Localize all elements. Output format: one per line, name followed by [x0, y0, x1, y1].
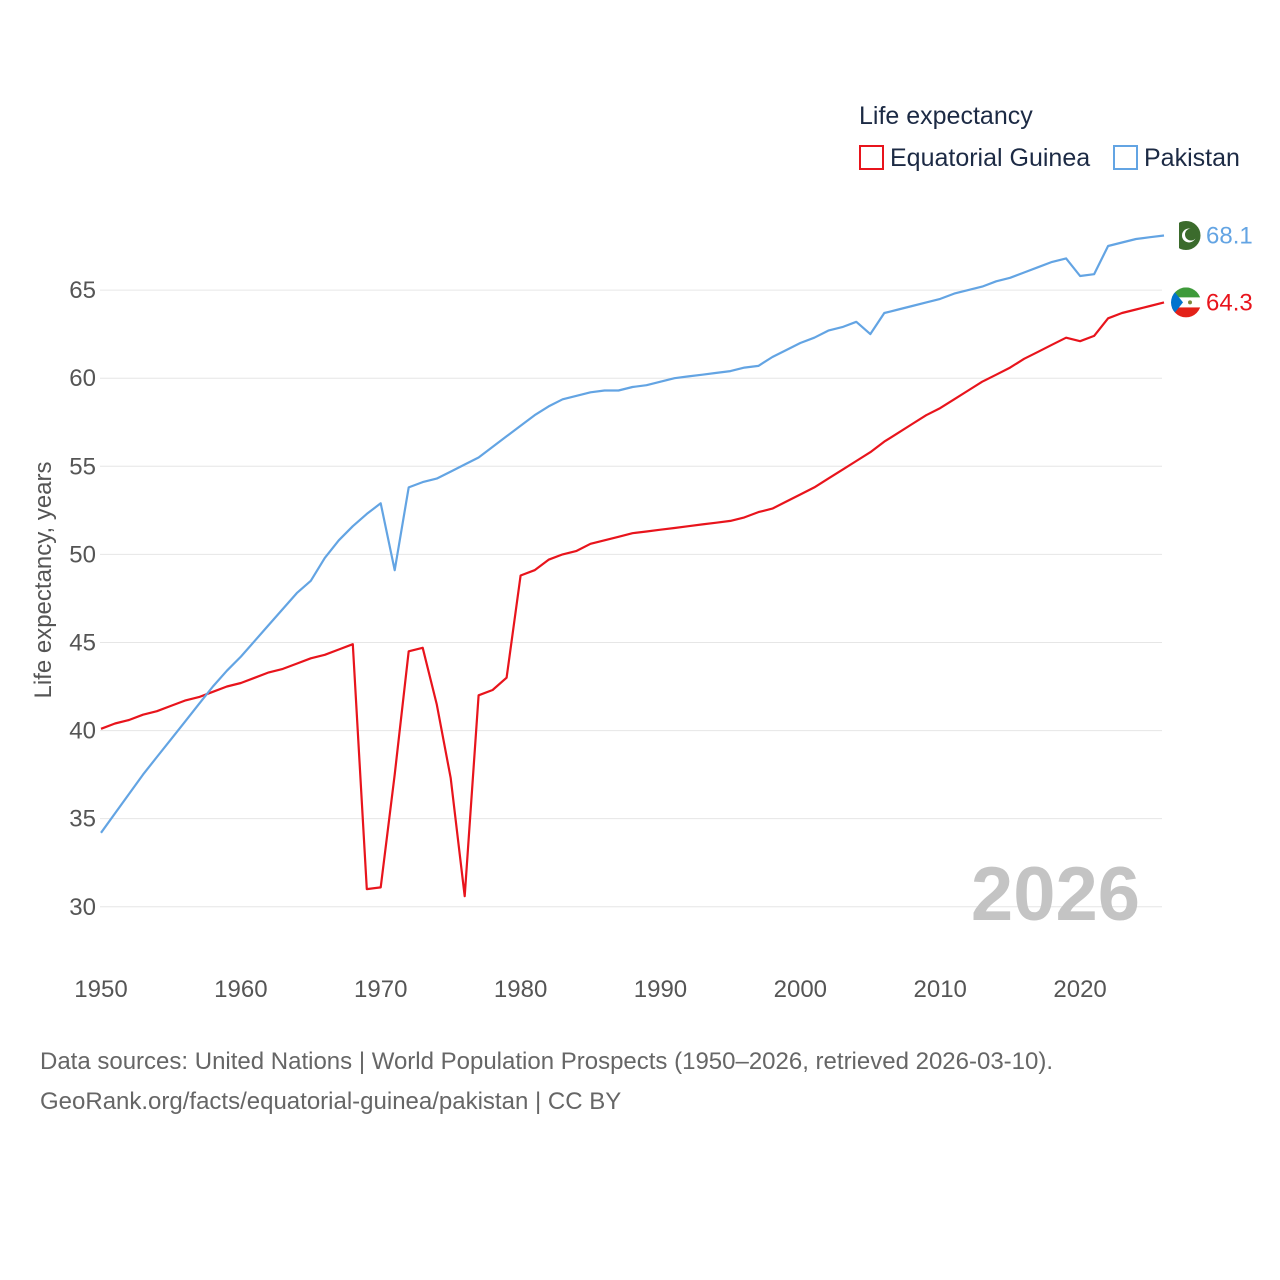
y-tick-label: 45: [69, 629, 96, 656]
x-axis-tick-labels: 1950 1960 1970 1980 1990 2000 2010 2020: [74, 976, 1106, 1003]
x-tick-label: 2010: [914, 976, 967, 1003]
pakistan-flag-marker: [1170, 219, 1202, 251]
y-tick-label: 55: [69, 453, 96, 480]
x-tick-label: 1990: [634, 976, 687, 1003]
legend: Life expectancy Equatorial Guinea Pakist…: [859, 102, 1240, 172]
legend-label-pakistan[interactable]: Pakistan: [1144, 144, 1240, 172]
x-tick-label: 1980: [494, 976, 547, 1003]
series-line-pakistan[interactable]: [100, 234, 1165, 834]
gridlines: [100, 289, 1162, 908]
y-axis-ticks: 30 35 40 45 50 55 60 65: [69, 277, 96, 921]
legend-swatch-equatorial-guinea[interactable]: [859, 145, 884, 170]
x-tick-label: 1950: [74, 976, 127, 1003]
series-lines: [100, 234, 1165, 898]
legend-label-equatorial-guinea[interactable]: Equatorial Guinea: [890, 144, 1090, 172]
attribution-line: GeoRank.org/facts/equatorial-guinea/paki…: [40, 1088, 622, 1115]
series-line-equatorial-guinea[interactable]: [100, 301, 1165, 898]
source-note: Data sources: United Nations | World Pop…: [40, 1042, 1053, 1122]
x-tick-label: 2000: [774, 976, 827, 1003]
pakistan-end-label: 68.1: [1206, 222, 1253, 249]
legend-title: Life expectancy: [859, 102, 1033, 130]
equatorial-guinea-end-label: 64.3: [1206, 289, 1253, 316]
y-tick-label: 65: [69, 277, 96, 304]
x-tick-label: 2020: [1053, 976, 1106, 1003]
y-axis-label: Life expectancy, years: [30, 461, 57, 698]
y-tick-label: 35: [69, 806, 96, 833]
y-tick-label: 30: [69, 894, 96, 921]
equatorial-guinea-flag-marker: [1171, 287, 1201, 318]
y-tick-label: 60: [69, 365, 96, 392]
y-tick-label: 40: [69, 718, 96, 745]
y-tick-label: 50: [69, 541, 96, 568]
legend-swatch-pakistan[interactable]: [1113, 145, 1138, 170]
year-watermark: 2026: [971, 852, 1140, 937]
x-tick-label: 1970: [354, 976, 407, 1003]
data-source-line: Data sources: United Nations | World Pop…: [40, 1048, 1054, 1075]
x-tick-label: 1960: [214, 976, 267, 1003]
